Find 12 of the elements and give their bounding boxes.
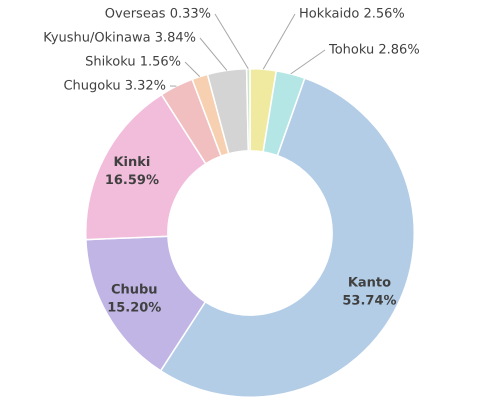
slice-label: Tohoku 2.86% (328, 42, 420, 58)
slice-label: Kyushu/Okinawa 3.84% (43, 30, 196, 46)
slice-label: Shikoku 1.56% (85, 54, 181, 70)
slice-label: Chugoku 3.32% (63, 78, 166, 94)
slice-label: Kinki (113, 154, 150, 170)
data-label: 16.59% (104, 172, 159, 188)
slice-label: Kanto (348, 275, 392, 290)
data-label: 53.74% (342, 293, 397, 308)
slice-label: Chubu (110, 282, 158, 298)
data-label: 15.20% (107, 300, 162, 316)
slice-label: Hokkaido 2.56% (299, 6, 405, 22)
slice-label: Overseas 0.33% (104, 6, 211, 22)
